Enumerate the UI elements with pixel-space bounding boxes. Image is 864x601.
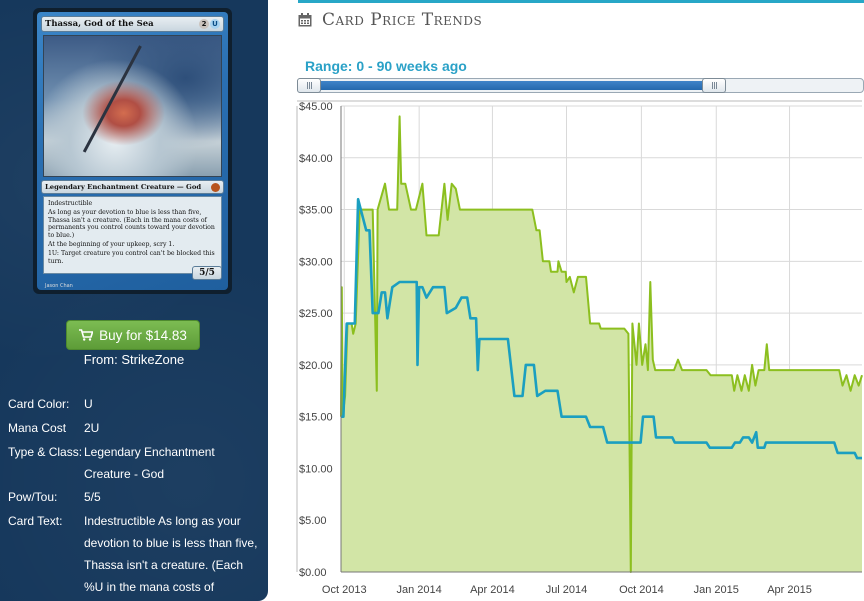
detail-row-type: Type & Class: Legendary Enchantment Crea… bbox=[8, 440, 263, 485]
detail-value: 5/5 bbox=[84, 490, 101, 504]
series-area-1 bbox=[341, 116, 862, 573]
card-mana-cost: 2 U bbox=[199, 19, 220, 29]
detail-key: Mana Cost bbox=[8, 421, 67, 435]
detail-value: 2U bbox=[84, 421, 100, 435]
card-title-bar: Thassa, God of the Sea 2 U bbox=[41, 16, 224, 32]
y-tick-label: $15.00 bbox=[299, 412, 333, 424]
detail-value: Legendary Enchantment Creature - God bbox=[84, 445, 215, 481]
card-art-trident bbox=[82, 45, 142, 153]
card-sidebar: Thassa, God of the Sea 2 U Legendary Enc… bbox=[0, 0, 268, 601]
series-line-1 bbox=[340, 115, 863, 573]
detail-row-card-text: Card Text: Indestructible As long as you… bbox=[8, 509, 263, 598]
x-tick-label: Oct 2014 bbox=[619, 584, 664, 596]
panel-title: Card Price Trends bbox=[322, 10, 483, 30]
card-type-bar: Legendary Enchantment Creature — God bbox=[41, 180, 224, 194]
detail-value: U bbox=[84, 397, 93, 411]
card-type-line: Legendary Enchantment Creature — God bbox=[45, 183, 202, 191]
seller-label: From: StrikeZone bbox=[83, 352, 185, 367]
range-label: Range: 0 - 90 weeks ago bbox=[305, 58, 467, 74]
card-name: Thassa, God of the Sea bbox=[45, 19, 154, 29]
buy-button[interactable]: Buy for $14.83 bbox=[66, 320, 200, 350]
range-slider-fill bbox=[300, 81, 710, 90]
range-slider-handle-end[interactable] bbox=[702, 78, 726, 93]
range-slider[interactable] bbox=[297, 78, 864, 93]
x-tick-label: Jul 2014 bbox=[546, 584, 588, 596]
x-tick-label: Jan 2015 bbox=[694, 584, 739, 596]
card-power-toughness: 5/5 bbox=[192, 266, 222, 280]
y-tick-label: $45.00 bbox=[299, 101, 333, 113]
detail-key: Card Text: bbox=[8, 514, 63, 528]
y-tick-label: $30.00 bbox=[299, 256, 333, 268]
card-artist: Jason Chan bbox=[45, 283, 73, 289]
mana-symbol-generic: 2 bbox=[199, 19, 209, 29]
card-rules-line: 1U: Target creature you control can't be… bbox=[48, 250, 215, 265]
x-tick-label: Oct 2013 bbox=[322, 584, 367, 596]
card-rules-line: As long as your devotion to blue is less… bbox=[48, 209, 215, 239]
calendar-icon bbox=[298, 13, 312, 27]
detail-key: Card Color: bbox=[8, 397, 70, 411]
card-art bbox=[43, 35, 222, 177]
detail-row-mana-cost: Mana Cost 2U bbox=[8, 416, 263, 440]
card-frame: Thassa, God of the Sea 2 U Legendary Enc… bbox=[37, 12, 228, 290]
x-tick-label: Apr 2014 bbox=[470, 584, 515, 596]
card-details: Card Color: U Mana Cost 2U Type & Class:… bbox=[8, 392, 263, 598]
card-image: Thassa, God of the Sea 2 U Legendary Enc… bbox=[33, 8, 232, 294]
y-tick-label: $35.00 bbox=[299, 205, 333, 217]
set-symbol-icon bbox=[211, 182, 220, 192]
card-rules-line: Indestructible bbox=[48, 200, 93, 207]
y-tick-label: $5.00 bbox=[299, 515, 327, 527]
series-line-2 bbox=[341, 197, 862, 460]
mana-symbol-blue: U bbox=[210, 19, 220, 29]
y-tick-label: $20.00 bbox=[299, 360, 333, 372]
x-tick-label: Apr 2015 bbox=[767, 584, 812, 596]
detail-key: Pow/Tou: bbox=[8, 490, 58, 504]
card-text-box: Indestructible As long as your devotion … bbox=[43, 196, 222, 274]
price-chart: $0.00 $5.00 $10.00 $15.00 $20.00 $25.00 $30.00… bbox=[296, 100, 864, 601]
x-tick-label: Jan 2014 bbox=[397, 584, 442, 596]
y-tick-label: $40.00 bbox=[299, 153, 333, 165]
panel-accent-line bbox=[298, 0, 864, 3]
detail-row-color: Card Color: U bbox=[8, 392, 263, 416]
price-chart-svg: $0.00 $5.00 $10.00 $15.00 $20.00 $25.00 $30.00… bbox=[296, 100, 863, 596]
detail-row-pow-tou: Pow/Tou: 5/5 bbox=[8, 485, 263, 509]
shopping-cart-icon bbox=[79, 329, 94, 341]
y-tick-label: $25.00 bbox=[299, 308, 333, 320]
panel-header: Card Price Trends bbox=[298, 10, 482, 30]
detail-value: Indestructible As long as your devotion … bbox=[84, 514, 258, 594]
y-tick-label: $0.00 bbox=[299, 567, 327, 579]
card-rules-line: At the beginning of your upkeep, scry 1. bbox=[48, 241, 175, 249]
buy-button-label: Buy for $14.83 bbox=[99, 327, 187, 343]
detail-key: Type & Class: bbox=[8, 445, 83, 459]
range-slider-handle-start[interactable] bbox=[297, 78, 321, 93]
y-tick-label: $10.00 bbox=[299, 463, 333, 475]
